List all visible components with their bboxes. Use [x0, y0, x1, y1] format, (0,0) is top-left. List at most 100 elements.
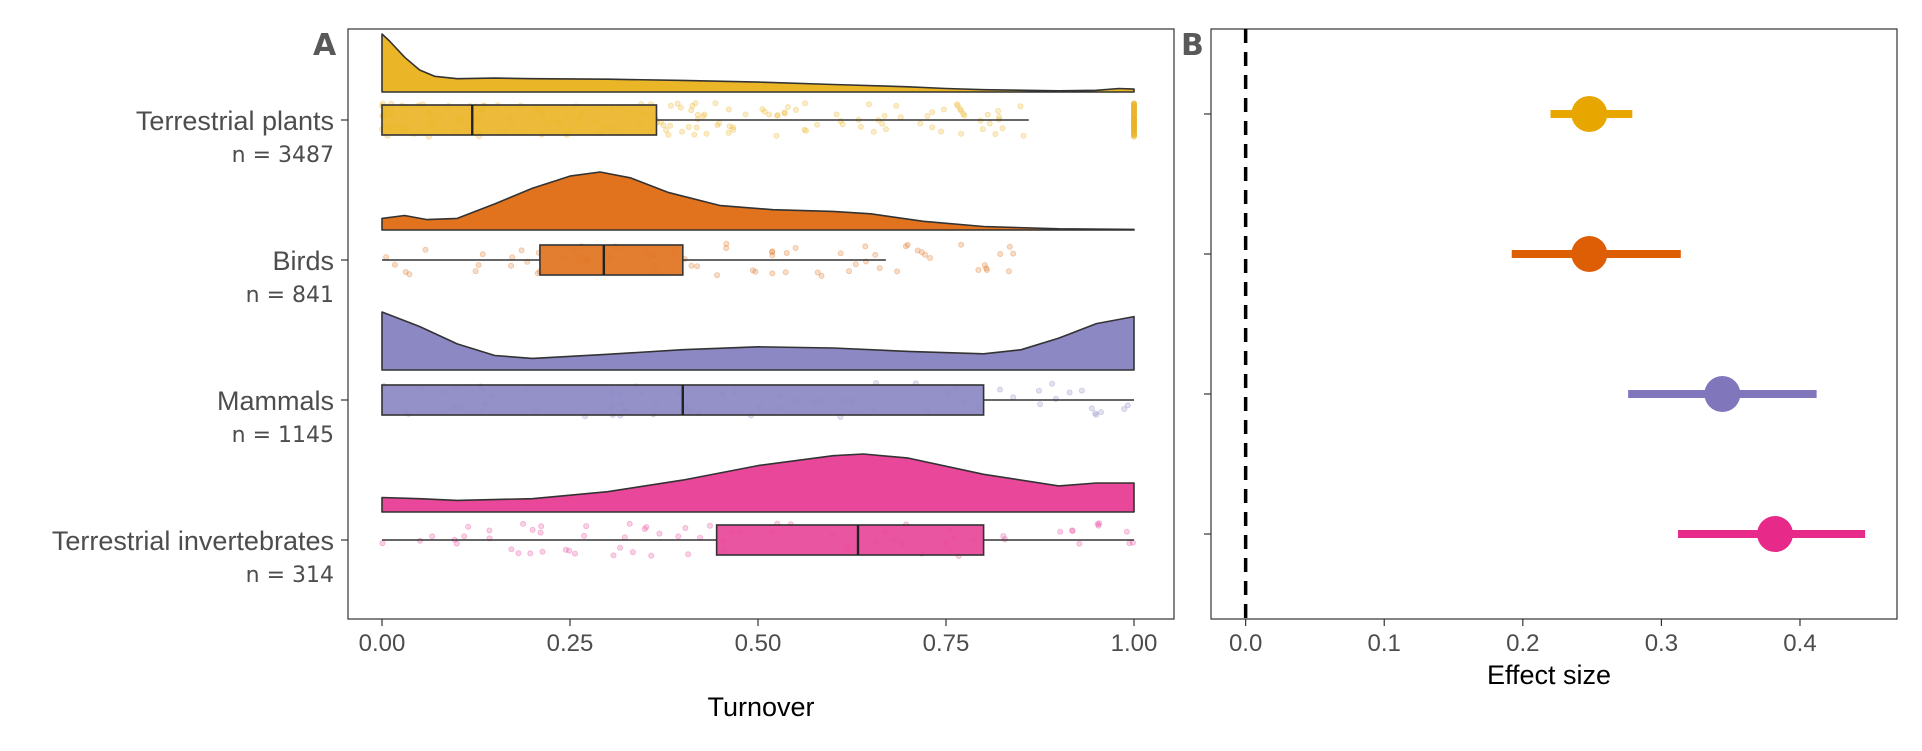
jitter-point: [461, 533, 468, 540]
jitter-point: [685, 551, 692, 558]
jitter-point: [883, 126, 890, 133]
jitter-point: [416, 537, 423, 544]
jitter-point: [1020, 132, 1027, 139]
jitter-point: [665, 131, 672, 138]
jitter-point: [1131, 128, 1138, 135]
jitter-point: [1131, 104, 1138, 111]
jitter-point: [1131, 127, 1138, 134]
jitter-point: [643, 524, 650, 531]
jitter-point: [1131, 107, 1138, 114]
jitter-point: [1131, 103, 1138, 110]
jitter-point: [1131, 111, 1138, 118]
jitter-point: [1131, 122, 1138, 129]
x-tick-label-a-2: 0.50: [735, 630, 782, 657]
jitter-point: [814, 269, 821, 276]
estimate-point-0: [1571, 96, 1608, 132]
jitter-point: [1131, 125, 1138, 132]
jitter-point: [1131, 112, 1138, 119]
jitter-point: [725, 106, 732, 113]
jitter-point: [992, 130, 999, 137]
jitter-point: [688, 107, 695, 114]
jitter-point: [406, 271, 413, 278]
jitter-point: [1092, 410, 1099, 417]
jitter-point: [677, 104, 684, 111]
jitter-point: [768, 249, 775, 256]
jitter-point: [1096, 520, 1103, 527]
x-tick-label-a-0: 0.00: [359, 630, 406, 657]
jitter-point: [1131, 100, 1138, 107]
density-cloud-0: [381, 33, 1135, 93]
panel-b-x-axis-title: Effect size: [1487, 660, 1611, 690]
density-clouds: [381, 33, 1135, 513]
jitter-point: [781, 109, 788, 116]
panel-a-raincloud: Terrestrial plants n = 3487 Birds n = 841 Ma…: [52, 28, 1175, 722]
category-label-3: Terrestrial invertebrates: [52, 526, 334, 556]
jitter-point: [769, 270, 776, 277]
jitter-point: [979, 126, 986, 133]
panel-b-letter: B: [1181, 28, 1204, 63]
jitter-point: [1131, 125, 1138, 132]
jitter-point: [730, 126, 737, 133]
jitter-point: [1131, 133, 1138, 140]
jitter-point: [1131, 110, 1138, 117]
jitter-point: [803, 127, 810, 134]
jitter-point: [759, 106, 766, 113]
jitter-point: [660, 122, 667, 129]
jitter-point: [621, 534, 628, 541]
jitter-point: [572, 550, 579, 557]
jitter-point: [641, 526, 648, 533]
jitter-point: [1131, 115, 1138, 122]
jitter-point: [953, 101, 960, 108]
jitter-point: [852, 261, 859, 268]
estimate-point-1: [1571, 236, 1608, 272]
jitter-point: [617, 544, 624, 551]
jitter-point: [1131, 105, 1138, 112]
jitter-point: [1131, 106, 1138, 113]
effect-size-marks: [1511, 96, 1866, 552]
jitter-point: [996, 113, 1003, 120]
jitter-point: [429, 533, 436, 540]
jitter-point: [1131, 100, 1138, 107]
jitter-point: [1000, 533, 1007, 540]
panel-a-y-axis: Terrestrial plants n = 3487 Birds n = 841 Ma…: [52, 106, 348, 588]
jitter-point: [566, 547, 573, 554]
jitter-point: [857, 123, 864, 130]
jitter-point: [465, 523, 472, 530]
jitter-point: [1123, 528, 1130, 535]
jitter-point: [1131, 117, 1138, 124]
jitter-point: [818, 272, 825, 279]
jitter-point: [730, 124, 737, 131]
jitter-point: [422, 246, 429, 253]
jitter-point: [1131, 112, 1138, 119]
jitter-point: [1131, 125, 1138, 132]
jitter-point: [1131, 130, 1138, 137]
x-tick-label-a-3: 0.75: [923, 630, 970, 657]
jitter-point: [1131, 126, 1138, 133]
jitter-point: [1131, 117, 1138, 124]
jitter-point: [508, 262, 515, 269]
panel-a-letter: A: [313, 28, 337, 63]
jitter-point: [1131, 115, 1138, 122]
jitter-point: [870, 128, 877, 135]
panel-a-x-axis: 0.00 0.25 0.50 0.75 1.00: [359, 619, 1157, 657]
jitter-point: [402, 268, 409, 275]
n-label-0: n = 3487: [232, 143, 334, 168]
jitter-point: [1131, 123, 1138, 130]
n-label-2: n = 1145: [232, 423, 334, 448]
jitter-point: [453, 540, 460, 547]
jitter-point: [1131, 126, 1138, 133]
jitter-point: [515, 550, 522, 557]
box-0: [381, 104, 658, 136]
jitter-point: [692, 100, 699, 107]
jitter-point: [773, 132, 780, 139]
jitter-point: [814, 121, 821, 128]
x-tick-label-b-3: 0.3: [1645, 630, 1678, 657]
jitter-point: [486, 527, 493, 534]
jitter-point: [893, 102, 900, 109]
jitter-point: [723, 240, 730, 247]
jitter-point: [383, 254, 390, 261]
jitter-point: [1131, 131, 1138, 138]
jitter-point: [583, 523, 590, 530]
jitter-point: [1131, 127, 1138, 134]
jitter-point: [837, 250, 844, 257]
